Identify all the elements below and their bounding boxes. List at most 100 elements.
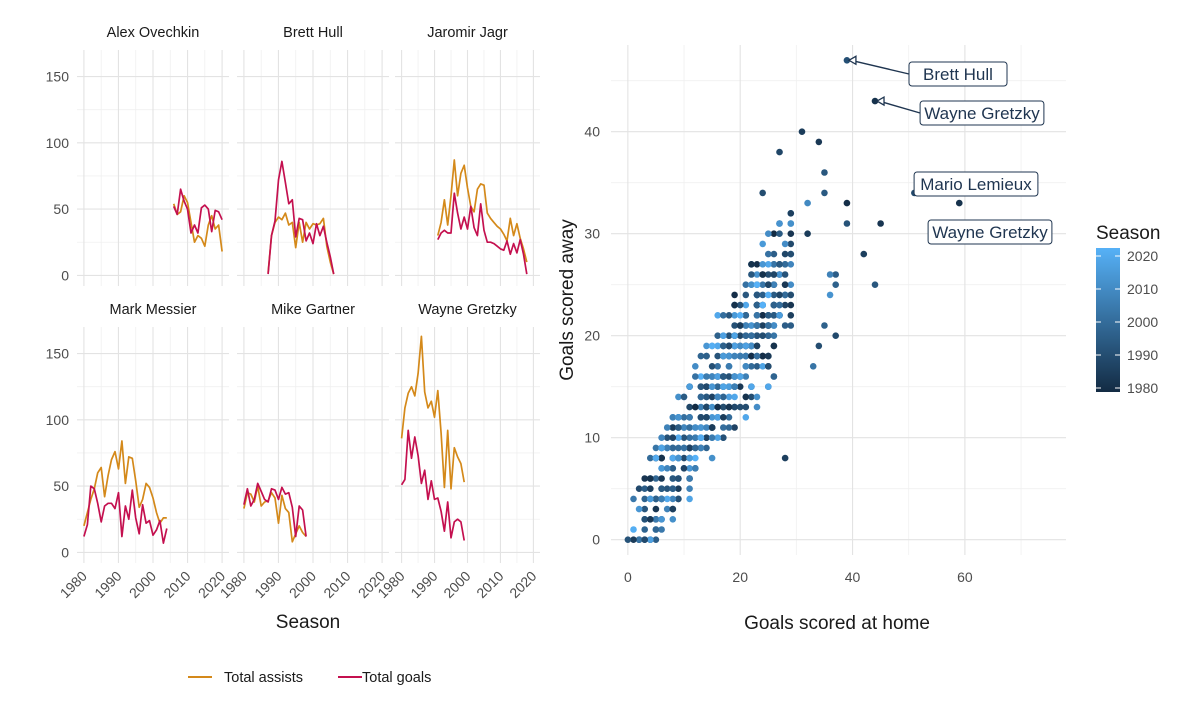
label-arrow-head — [847, 55, 857, 66]
x-tick-label: 2020 — [506, 568, 539, 601]
scatter-point — [680, 454, 688, 462]
scatter-point — [720, 352, 727, 360]
scatter-point — [708, 414, 716, 421]
scatter-point — [753, 363, 761, 370]
scatter-point — [753, 312, 761, 319]
scatter-point — [714, 434, 721, 442]
goals-line — [172, 188, 223, 234]
scatter-point — [770, 322, 778, 329]
scatter-point — [748, 281, 755, 289]
scatter-point — [736, 312, 744, 319]
scatter-point — [765, 352, 772, 360]
scatter-point — [703, 373, 710, 380]
scatter-point — [781, 454, 789, 462]
scatter-point — [669, 516, 677, 523]
color-legend-title: Season — [1096, 223, 1160, 244]
scatter-point — [675, 434, 682, 442]
scatter-point — [652, 516, 660, 523]
scatter-point — [804, 230, 811, 237]
y-tick-label: 0 — [61, 267, 69, 283]
facet-legend: Total assists Total goals — [188, 670, 431, 686]
scatter-point — [669, 475, 677, 482]
scatter-point — [675, 444, 682, 452]
scatter-point — [697, 434, 705, 442]
x-tick-label: 1990 — [91, 568, 124, 601]
scatter-point — [686, 485, 693, 493]
facet-strip-title: Alex Ovechkin — [107, 25, 200, 41]
scatter-point — [736, 373, 744, 380]
scatter-point — [731, 393, 738, 401]
scatter-point — [815, 138, 823, 146]
scatter-point — [725, 383, 733, 391]
scatter-point — [720, 312, 727, 319]
scatter-point — [826, 271, 834, 278]
scatter-point — [686, 434, 693, 442]
scatter-point — [731, 383, 738, 391]
scatter-point — [787, 291, 795, 299]
scatter-point — [647, 495, 654, 503]
scatter-point — [731, 373, 738, 380]
scatter-point — [787, 230, 795, 237]
scatter-point — [843, 220, 851, 227]
scatter-point — [759, 312, 766, 319]
scatter-point — [776, 301, 783, 309]
goals-line — [267, 160, 335, 275]
scatter-point — [787, 312, 795, 319]
scatter-point — [708, 434, 716, 442]
scatter-point — [720, 434, 727, 442]
scatter-point — [641, 475, 648, 482]
scatter-point — [658, 526, 665, 533]
scatter-point — [669, 444, 677, 452]
scatter-point — [720, 332, 727, 340]
x-tick-label: 20 — [732, 569, 748, 585]
scatter-point — [765, 281, 772, 289]
scatter-point — [765, 363, 772, 370]
scatter-point — [731, 403, 738, 411]
assists-line — [436, 159, 528, 263]
scatter-point — [624, 536, 632, 543]
scatter-point — [708, 403, 716, 411]
scatter-point — [686, 465, 693, 472]
scatter-point — [770, 332, 778, 340]
scatter-point — [759, 261, 766, 268]
scatter-point — [697, 424, 705, 431]
scatter-point — [832, 281, 839, 289]
scatter-point — [663, 495, 671, 503]
label-arrow-line — [878, 100, 921, 114]
y-tick-label: 40 — [584, 124, 600, 140]
scatter-point — [697, 373, 705, 380]
scatter-point — [742, 322, 750, 329]
scatter-point — [770, 373, 778, 380]
scatter-point — [708, 342, 716, 350]
scatter-point — [787, 250, 795, 258]
y-tick-label: 10 — [584, 430, 600, 446]
scatter-point — [776, 148, 783, 156]
goals-line — [243, 482, 307, 538]
scatter-point — [697, 383, 705, 391]
scatter-point — [770, 281, 778, 289]
scatter-point — [680, 393, 688, 401]
scatter-point — [955, 199, 963, 207]
scatter-point — [742, 281, 750, 289]
season-color-legend: Season 1980 1990 2000 2010 2020 — [1096, 223, 1160, 396]
scatter-point — [658, 485, 665, 493]
scatter-point — [680, 414, 688, 421]
scatter-point — [736, 301, 744, 309]
scatter-point — [669, 434, 677, 442]
scatter-point — [708, 424, 716, 431]
facet-x-axis-title: Season — [276, 612, 340, 633]
scatter-point — [686, 444, 693, 452]
scatter-point — [770, 250, 778, 258]
scatter-point — [765, 291, 772, 299]
scatter-point — [781, 250, 789, 258]
scatter-point — [753, 291, 761, 299]
scatter-point — [641, 526, 648, 533]
scatter-point — [871, 281, 879, 289]
scatter-point — [714, 393, 721, 401]
scatter-point — [753, 261, 761, 268]
scatter-point — [748, 271, 755, 278]
scatter-point — [753, 301, 761, 309]
scatter-point — [742, 352, 750, 360]
